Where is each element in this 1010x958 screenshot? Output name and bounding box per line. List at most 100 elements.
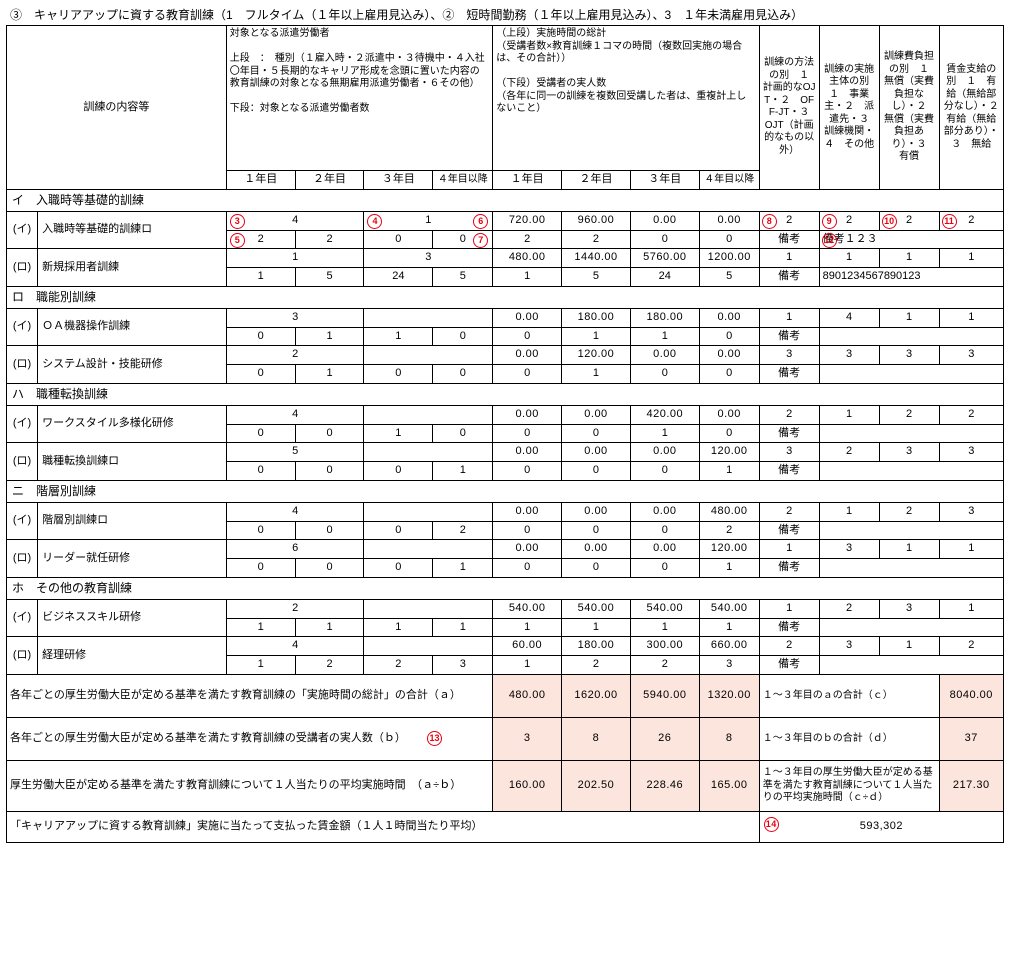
cell-d2: 5 — [562, 268, 631, 287]
circ-4-icon: 4 — [367, 214, 382, 229]
cell-b3: 0 — [364, 230, 433, 249]
sum-a2: 1620.00 — [562, 674, 631, 717]
cell-m: 1 — [759, 599, 819, 618]
cell-w: 112 — [939, 211, 1003, 230]
cell-d4: 0 — [699, 424, 759, 443]
cell-d1: 0 — [493, 521, 562, 540]
cell-remark-label: 備考 — [759, 230, 819, 249]
cell-u2: 0.00 — [562, 540, 631, 559]
cell-d2: 0 — [562, 462, 631, 481]
sum-ab1: 160.00 — [493, 760, 562, 811]
cell-d3: 0 — [630, 462, 699, 481]
cell-b1: 0 — [226, 365, 295, 384]
cell-u1: 0.00 — [493, 443, 562, 462]
cell-d2: 1 — [562, 618, 631, 637]
cell-u3: 0.00 — [630, 443, 699, 462]
cell-d3: 1 — [630, 327, 699, 346]
cell-b4: 07 — [433, 230, 493, 249]
cell-d4: 1 — [699, 618, 759, 637]
cell-remark-label: 備考 — [759, 559, 819, 578]
cell-b2: 5 — [295, 268, 364, 287]
hdr-y3b: ３年目 — [630, 171, 699, 190]
cell-c: 102 — [879, 211, 939, 230]
row-idx: (イ) — [7, 405, 38, 443]
cell-m: 3 — [759, 346, 819, 365]
cell-d1: 2 — [493, 230, 562, 249]
cell-t3 — [364, 443, 493, 462]
cell-d3: 2 — [630, 656, 699, 675]
cell-s: 3 — [819, 540, 879, 559]
cell-d2: 1 — [562, 365, 631, 384]
cell-u2: 0.00 — [562, 502, 631, 521]
cell-d1: 0 — [493, 559, 562, 578]
sum-ab3: 228.46 — [630, 760, 699, 811]
cell-b1: 1 — [226, 618, 295, 637]
hdr-y1a: １年目 — [226, 171, 295, 190]
cell-remark — [819, 521, 1003, 540]
sum-ab4: 165.00 — [699, 760, 759, 811]
cell-u1: 480.00 — [493, 249, 562, 268]
sum-a-label: 各年ごとの厚生労働大臣が定める基準を満たす教育訓練の「実施時間の総計」の合計（ａ… — [7, 674, 493, 717]
sum-b2: 8 — [562, 717, 631, 760]
cell-b3: 2 — [364, 656, 433, 675]
cell-d3: 1 — [630, 424, 699, 443]
cell-u2: 0.00 — [562, 405, 631, 424]
cell-s: 4 — [819, 308, 879, 327]
row-name: 新規採用者訓練 — [38, 249, 227, 287]
cell-remark — [819, 327, 1003, 346]
cell-remark-label: 備考 — [759, 521, 819, 540]
cell-d3: 0 — [630, 559, 699, 578]
circ-7-icon: 7 — [473, 233, 488, 248]
page-title: ③ キャリアアップに資する教育訓練（1 フルタイム（１年以上雇用見込み）、② 短… — [10, 6, 1004, 23]
cell-b1: 1 — [226, 268, 295, 287]
cell-t3 — [364, 637, 493, 656]
cell-u4: 0.00 — [699, 405, 759, 424]
cell-u3: 0.00 — [630, 502, 699, 521]
row-name: システム設計・技能研修 — [38, 346, 227, 384]
cell-b4: 0 — [433, 365, 493, 384]
cell-b2: 0 — [295, 521, 364, 540]
cell-b4: 1 — [433, 618, 493, 637]
cell-u2: 960.00 — [562, 211, 631, 230]
circ-11-icon: 11 — [942, 214, 957, 229]
sum-b1: 3 — [493, 717, 562, 760]
cell-m: 1 — [759, 249, 819, 268]
cell-b2: 1 — [295, 327, 364, 346]
cell-w: 3 — [939, 443, 1003, 462]
cell-t1: 6 — [226, 540, 364, 559]
cell-c: 3 — [879, 599, 939, 618]
cell-remark: 12備考１２３ — [819, 230, 1003, 249]
cell-t3 — [364, 540, 493, 559]
row-idx: (イ) — [7, 502, 38, 540]
sum-b4: 8 — [699, 717, 759, 760]
cell-d2: 0 — [562, 424, 631, 443]
circ-14-icon: 14 — [764, 817, 779, 832]
cell-d1: 0 — [493, 365, 562, 384]
cell-d2: 0 — [562, 559, 631, 578]
hdr-y4a: ４年目以降 — [433, 171, 493, 190]
circ-9-icon: 9 — [822, 214, 837, 229]
cell-d4: 2 — [699, 521, 759, 540]
sum-c: 8040.00 — [939, 674, 1003, 717]
row-name: ＯＡ機器操作訓練 — [38, 308, 227, 346]
cell-d4: 0 — [699, 365, 759, 384]
cell-s: 1 — [819, 405, 879, 424]
cell-u4: 540.00 — [699, 599, 759, 618]
sum-b-label: 各年ごとの厚生労働大臣が定める基準を満たす教育訓練の受講者の実人数（ｂ） 13 — [7, 717, 493, 760]
cell-u2: 180.00 — [562, 637, 631, 656]
hdr-cost: 訓練費負担の別 １ 無償（実費負担なし）・２ 無償（実費負担あり）・３ 有償 — [879, 26, 939, 190]
section-i: 1 イ 入職時等基礎的訓練 — [7, 189, 1004, 211]
cell-w: 1 — [939, 599, 1003, 618]
cell-b3: 0 — [364, 462, 433, 481]
cell-u1: 60.00 — [493, 637, 562, 656]
cell-m: 2 — [759, 637, 819, 656]
cell-b3: 24 — [364, 268, 433, 287]
cell-u1: 540.00 — [493, 599, 562, 618]
cell-m: 3 — [759, 443, 819, 462]
cell-t3 — [364, 599, 493, 618]
cell-u4: 120.00 — [699, 443, 759, 462]
cell-m: 2 — [759, 405, 819, 424]
hdr-content: 訓練の内容等 — [7, 26, 227, 190]
cell-m: 1 — [759, 540, 819, 559]
cell-c: 1 — [879, 637, 939, 656]
